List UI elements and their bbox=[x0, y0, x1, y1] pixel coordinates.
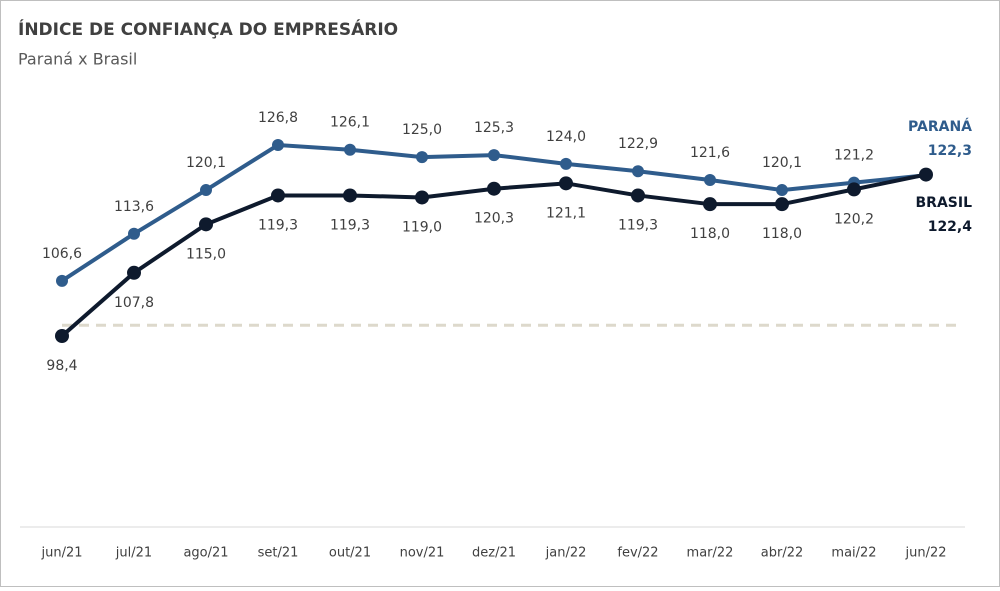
data-point bbox=[343, 188, 357, 203]
data-point bbox=[199, 217, 213, 232]
x-tick-label: ago/21 bbox=[183, 546, 228, 561]
data-label: 119,3 bbox=[258, 217, 298, 233]
data-label: 120,3 bbox=[474, 211, 514, 227]
data-point bbox=[128, 227, 140, 240]
data-point bbox=[488, 149, 500, 162]
chart-title: ÍNDICE DE CONFIANÇA DO EMPRESÁRIO bbox=[18, 18, 398, 40]
data-point bbox=[775, 197, 789, 212]
x-tick-label: dez/21 bbox=[472, 546, 516, 561]
data-label: 119,3 bbox=[618, 217, 658, 233]
data-label: 119,0 bbox=[402, 219, 442, 235]
data-label: 120,1 bbox=[762, 155, 802, 171]
data-point bbox=[487, 181, 501, 196]
data-point bbox=[415, 190, 429, 205]
data-label: 121,2 bbox=[834, 148, 874, 164]
data-label: 122,3 bbox=[928, 143, 972, 159]
data-point bbox=[703, 197, 717, 212]
data-label: 121,1 bbox=[546, 205, 586, 221]
data-label: 115,0 bbox=[186, 246, 226, 262]
data-point bbox=[560, 157, 572, 170]
data-point bbox=[200, 184, 212, 197]
data-point bbox=[559, 176, 573, 191]
x-tick-label: mar/22 bbox=[687, 546, 734, 561]
data-label: 98,4 bbox=[46, 358, 77, 374]
data-point bbox=[344, 143, 356, 156]
data-point bbox=[704, 173, 716, 186]
data-label: 120,2 bbox=[834, 211, 874, 227]
data-point bbox=[631, 188, 645, 203]
x-tick-label: jul/21 bbox=[115, 546, 152, 561]
x-tick-label: out/21 bbox=[329, 546, 371, 561]
x-tick-label: set/21 bbox=[258, 546, 299, 561]
data-point bbox=[847, 182, 861, 197]
data-label: 113,6 bbox=[114, 199, 154, 215]
data-label: 125,3 bbox=[474, 120, 514, 136]
data-label: 124,0 bbox=[546, 129, 586, 145]
data-point bbox=[272, 139, 284, 151]
data-point bbox=[632, 165, 644, 178]
data-point bbox=[127, 265, 141, 280]
data-label: 118,0 bbox=[762, 226, 802, 242]
data-point bbox=[416, 151, 428, 164]
data-label: 119,3 bbox=[330, 217, 370, 233]
data-point bbox=[776, 184, 788, 197]
data-label: 125,0 bbox=[402, 122, 442, 138]
data-point bbox=[271, 188, 285, 203]
data-label: 106,6 bbox=[42, 246, 82, 262]
data-label: 118,0 bbox=[690, 226, 730, 242]
x-tick-label: jun/22 bbox=[904, 546, 946, 561]
x-tick-label: jan/22 bbox=[545, 546, 587, 561]
data-point bbox=[55, 329, 69, 343]
data-label: 107,8 bbox=[114, 295, 154, 311]
x-tick-label: nov/21 bbox=[400, 546, 445, 561]
x-tick-label: jun/21 bbox=[40, 546, 82, 561]
series-name: PARANÁ bbox=[908, 118, 972, 135]
chart-subtitle: Paraná x Brasil bbox=[18, 50, 137, 69]
data-point bbox=[919, 167, 933, 182]
data-label: 126,1 bbox=[330, 115, 370, 131]
x-tick-label: mai/22 bbox=[831, 546, 876, 561]
data-label: 126,8 bbox=[258, 110, 298, 126]
data-label: 120,1 bbox=[186, 155, 226, 171]
data-label: 121,6 bbox=[690, 145, 730, 161]
data-point bbox=[56, 274, 68, 287]
series-name: BRASIL bbox=[916, 195, 973, 211]
data-label: 122,9 bbox=[618, 136, 658, 152]
data-label: 122,4 bbox=[928, 219, 973, 235]
x-tick-label: fev/22 bbox=[617, 546, 658, 561]
x-tick-label: abr/22 bbox=[761, 546, 804, 561]
